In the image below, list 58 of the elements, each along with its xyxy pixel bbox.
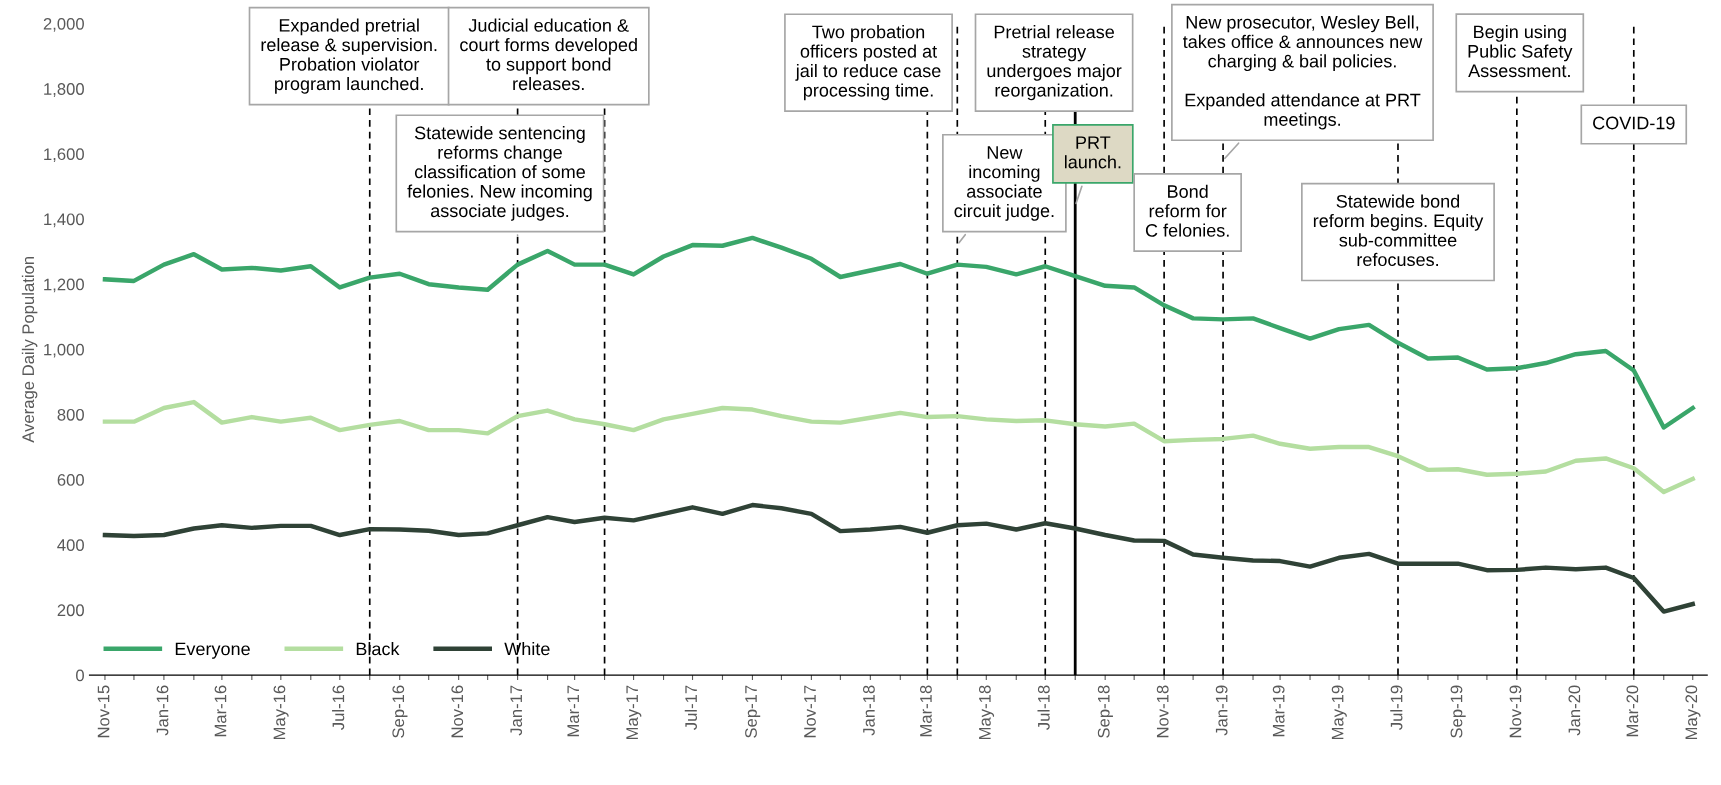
ref-line-label: Statewide sentencing reforms change classification of some felonies. New incoming associate judges.	[407, 126, 592, 221]
x-tick-label: Mar-18	[920, 685, 932, 737]
y-tick-label: 1,800	[44, 83, 84, 97]
x-tick-label: Sep-18	[1097, 685, 1113, 738]
ref-line-label: Judicial education & court forms developed to support bond releases.	[460, 18, 637, 91]
x-tick-label: Jan-19	[1215, 685, 1228, 736]
y-tick-label: 1,400	[44, 213, 84, 228]
x-tick-label: May-18	[978, 685, 995, 740]
x-tick-label: Jan-18	[863, 685, 875, 736]
ref-line-label: Two probation officers posted at jail to reduce case processing time.	[795, 25, 941, 101]
ref-line-label: Expanded pretrial release & supervision. Probation violator program launched.	[261, 18, 437, 94]
x-tick-label: Mar-20	[1626, 685, 1639, 737]
text: New prosecutor, Wesley Bell, takes office & announces new charging & bail policies. Expanded attendance at PRT meetings.	[1182, 15, 1423, 130]
x-tick-label: May-17	[626, 685, 642, 740]
ref-line-label: Begin using Public Safety Assessment.	[1468, 25, 1573, 78]
ref-line-label: PRT launch.	[1064, 136, 1121, 169]
line-series	[102, 235, 1695, 430]
x-tick-label: Mar-16	[214, 685, 227, 737]
x-tick-label: May-20	[1685, 685, 1701, 740]
x-tick-label: Jan-17	[510, 685, 523, 736]
x-tick-label: Sep-19	[1450, 685, 1466, 738]
x-tick-label: Jul-16	[332, 685, 345, 730]
y-tick-label: 400	[57, 539, 84, 551]
line-series	[102, 502, 1695, 614]
x-tick-label: Mar-19	[1272, 685, 1285, 737]
x-tick-label: Jul-17	[684, 685, 697, 730]
legend-label: White	[504, 642, 550, 656]
x-tick-label: Sep-16	[392, 685, 408, 738]
x-tick-label: Nov-19	[1509, 685, 1522, 738]
x-tick-label: Jul-19	[1390, 685, 1403, 730]
x-tick-label: Jan-16	[156, 685, 169, 736]
x-tick-label: May-19	[1331, 685, 1347, 740]
ref-line-label: COVID-19	[1593, 116, 1675, 130]
x-tick-label: Jul-18	[1037, 685, 1050, 730]
x-tick-label: Sep-17	[745, 685, 761, 738]
x-tick-label: Nov-15	[97, 685, 110, 738]
x-tick-label: Nov-17	[804, 685, 816, 738]
ref-line-label: Bond reform for C felonies.	[1145, 184, 1229, 237]
x-tick-label: Mar-17	[567, 685, 580, 737]
y-tick-label: 200	[57, 604, 84, 617]
y-tick-label: 1,000	[44, 343, 84, 358]
x-tick-label: Nov-18	[1156, 685, 1169, 738]
legend-label: Everyone	[175, 642, 250, 659]
y-tick-label: 2,000	[43, 17, 84, 32]
x-tick-label: May-16	[273, 685, 289, 740]
y-axis-title: Average Daily Population	[21, 256, 38, 443]
y-tick-label: 800	[57, 408, 84, 421]
ref-line-label: Statewide bond reform begins. Equity sub-committee refocuses.	[1313, 194, 1484, 267]
y-tick-label: 1,600	[44, 148, 84, 163]
legend-label: Black	[356, 642, 400, 656]
y-tick-label: 0	[76, 669, 84, 682]
y-tick-label: 1,200	[44, 278, 84, 293]
y-tick-label: 600	[57, 474, 84, 486]
x-tick-label: Jan-20	[1568, 685, 1581, 736]
ref-line-label: New incoming associate circuit judge.	[954, 146, 1054, 221]
ref-line-label: Pretrial release strategy undergoes major reorganization.	[987, 25, 1122, 101]
line-series	[102, 399, 1695, 495]
x-tick-label: Nov-16	[451, 685, 464, 738]
